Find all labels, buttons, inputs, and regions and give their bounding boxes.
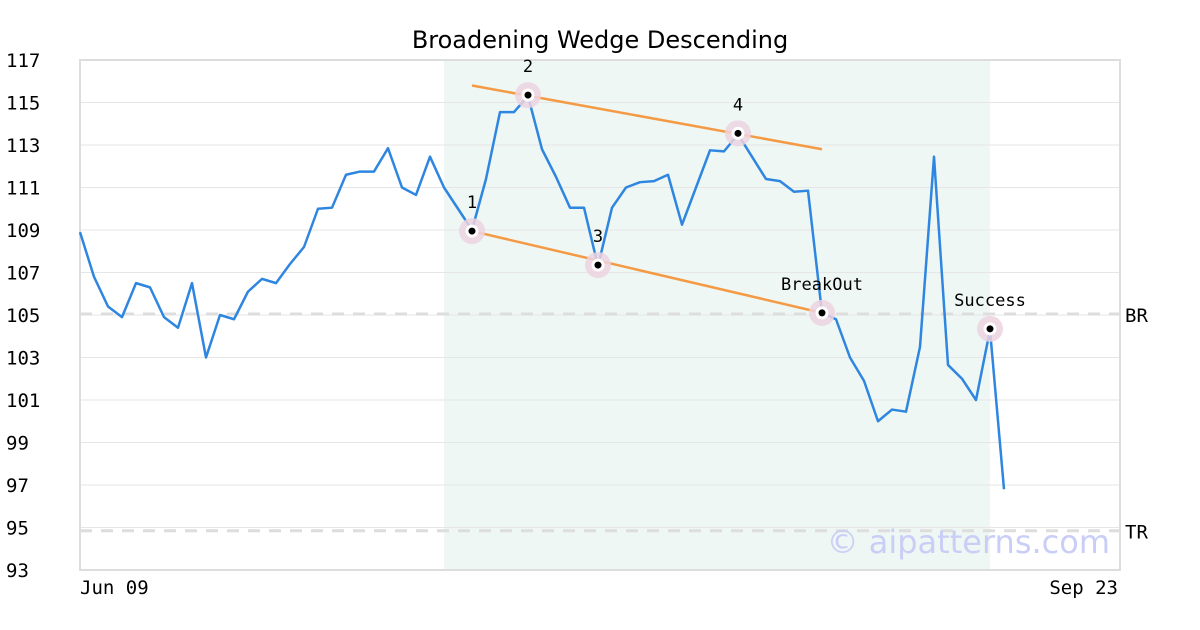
plot-frame — [79, 59, 1121, 571]
y-tick-label: 95 — [6, 518, 29, 540]
point-label: Success — [954, 291, 1026, 311]
point-label: 1 — [467, 193, 477, 213]
point-marker — [524, 91, 532, 99]
point-marker — [734, 129, 742, 137]
y-tick-label: 97 — [6, 475, 29, 497]
point-marker — [986, 325, 994, 333]
point-label: 2 — [523, 57, 533, 77]
y-tick-label: 117 — [6, 50, 40, 72]
x-tick-label-start: Jun 09 — [80, 577, 149, 599]
chart-title: Broadening Wedge Descending — [412, 26, 788, 54]
y-axis: 93 95 97 99 101 103 105 107 109 111 113 115 117 — [6, 50, 40, 582]
y-tick-label: 111 — [6, 178, 40, 200]
y-tick-label: 105 — [6, 305, 40, 327]
y-tick-label: 107 — [6, 263, 40, 285]
y-tick-label: 109 — [6, 220, 40, 242]
y-tick-label: 115 — [6, 93, 40, 115]
price-series-line — [78, 94, 1006, 490]
y-tick-label: 103 — [6, 348, 40, 370]
level-lines: BR TR — [80, 305, 1148, 544]
point-marker — [818, 309, 826, 317]
level-label: BR — [1125, 305, 1148, 327]
y-tick-label: 113 — [6, 135, 40, 157]
x-tick-label-end: Sep 23 — [1049, 577, 1118, 599]
y-tick-label: 101 — [6, 390, 40, 412]
point-label: 4 — [733, 95, 743, 115]
y-tick-label: 93 — [6, 560, 29, 582]
watermark: © aipatterns.com — [827, 523, 1110, 561]
y-tick-label: 99 — [6, 433, 29, 455]
point-label: BreakOut — [781, 275, 863, 295]
point-marker — [468, 227, 476, 235]
point-marker — [594, 261, 602, 269]
trendline — [471, 229, 823, 315]
gridlines — [80, 59, 1120, 571]
level-label: TR — [1125, 522, 1148, 544]
point-label: 3 — [593, 227, 603, 247]
pattern-points: 1 2 3 4 BreakOut Success — [459, 57, 1026, 342]
